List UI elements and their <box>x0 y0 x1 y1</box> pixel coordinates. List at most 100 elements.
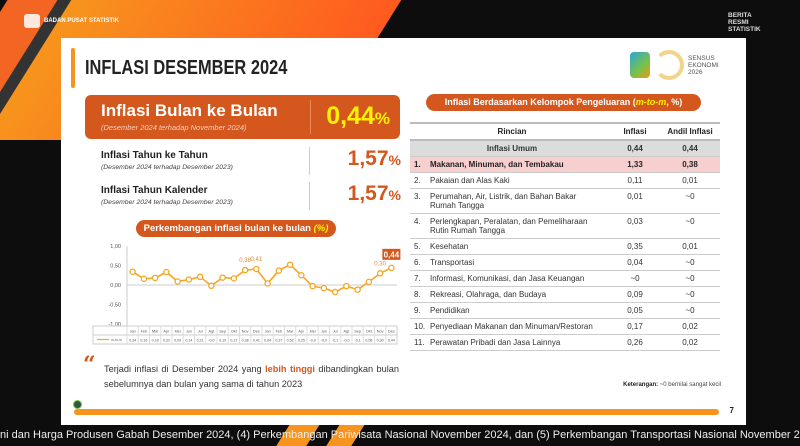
data-point <box>320 284 328 292</box>
x-tick-label: Mei <box>310 330 316 334</box>
x-tick-label: Sep <box>219 330 226 334</box>
data-point <box>298 272 305 279</box>
y-tick-label: -1,00 <box>108 322 121 328</box>
highlight-label-box <box>382 248 401 260</box>
data-table-value: 0,34 <box>129 339 136 343</box>
data-label: 0,38 <box>239 258 251 264</box>
data-point <box>376 270 384 277</box>
data-point <box>343 282 350 290</box>
slide-footer-bar <box>74 409 719 415</box>
org-name: BADAN PUSAT STATISTIK <box>44 18 119 24</box>
bps-logo: BADAN PUSAT STATISTIK <box>24 14 119 28</box>
data-table-value: -0,0 <box>343 339 349 343</box>
data-label: 0,41 <box>251 257 263 263</box>
data-table-value: 0,44 <box>388 339 395 343</box>
chart-title: Perkembangan inflasi bulan ke bulan (%) <box>136 220 336 237</box>
inflation-by-group-table: Rincian Inflasi Andil Inflasi Inflasi Umum… <box>410 122 720 351</box>
data-point <box>230 275 238 282</box>
page-number: 7 <box>729 406 734 415</box>
table-row: 8. Rekreasi, Olahraga, dan Budaya 0,09 ~0 <box>410 287 720 303</box>
mtm-value: 0,44% <box>326 102 390 130</box>
table-row: 7. Informasi, Komunikasi, dan Jasa Keuang… <box>410 271 720 287</box>
data-point <box>264 280 271 287</box>
x-tick-label: Des <box>388 330 395 334</box>
table-row: 9. Pendidikan 0,05 ~0 <box>410 303 720 319</box>
ytd-label: Inflasi Tahun Kalender <box>101 185 208 196</box>
data-table-value: -0,0 <box>310 339 316 343</box>
data-table-value: 0,30 <box>377 339 384 343</box>
data-point <box>388 264 395 272</box>
y-tick-label: -0,50 <box>108 303 121 309</box>
x-tick-label: Nov <box>377 330 384 334</box>
data-table-value: 0,09 <box>174 339 181 343</box>
data-table-value: 0,37 <box>275 339 282 343</box>
data-table-value: -0,0 <box>208 339 214 343</box>
legend-label: m-to-m <box>111 338 122 342</box>
sensus-label: SENSUS EKONOMI 2026 <box>688 54 719 76</box>
x-tick-label: Jun <box>186 330 192 334</box>
data-point <box>365 278 373 286</box>
table-title: Inflasi Berdasarkan Kelompok Pengeluaran… <box>426 94 701 111</box>
se2026-logo-icon <box>654 50 684 80</box>
y-tick-label: 0,00 <box>110 283 121 289</box>
table-row: 10. Penyediaan Makanan dan Minuman/Restor… <box>410 319 720 335</box>
table-note: Keterangan: ~0 bernilai sangat kecil <box>623 382 721 388</box>
title-accent <box>71 48 75 88</box>
data-point <box>354 286 361 293</box>
x-tick-label: Jun <box>321 330 327 334</box>
table-row: 11. Perawatan Pribadi dan Jasa Lainnya 0,2… <box>410 335 720 351</box>
yoy-value: 1,57% <box>347 147 401 170</box>
x-tick-label: Mei <box>175 330 181 334</box>
data-point <box>151 274 159 282</box>
table-row: 5. Kesehatan 0,35 0,01 <box>410 239 720 255</box>
x-tick-label: Des <box>253 330 260 334</box>
brs-label: BERITA RESMI STATISTIK <box>728 12 761 33</box>
x-tick-label: Nov <box>242 330 249 334</box>
x-tick-label: Jul <box>333 330 338 334</box>
data-point <box>331 288 339 296</box>
ytd-value: 1,57% <box>347 182 401 205</box>
y-tick-label: 1,00 <box>110 244 121 250</box>
table-row: 3. Perumahan, Air, Listrik, dan Bahan Bak… <box>410 189 720 214</box>
data-point <box>129 268 136 275</box>
data-table-value: 0,14 <box>185 339 192 343</box>
data-label: 0,44 <box>384 250 400 259</box>
data-table-value: -0,0 <box>321 339 327 343</box>
bps-color-logo-icon <box>630 52 650 78</box>
data-table-value: 0,18 <box>152 339 159 343</box>
mtm-label: Inflasi Bulan ke Bulan <box>101 101 278 120</box>
x-tick-label: Agt <box>209 330 216 334</box>
data-table-value: -0,1 <box>355 339 361 343</box>
x-tick-label: Feb <box>141 330 148 334</box>
data-point <box>208 282 215 290</box>
data-point <box>140 275 148 283</box>
x-tick-label: Jul <box>198 330 203 334</box>
data-point <box>174 278 181 285</box>
bps-logo-icon <box>24 14 40 28</box>
data-table-value: 0,41 <box>253 339 260 343</box>
yoy-label: Inflasi Tahun ke Tahun <box>101 150 208 161</box>
x-tick-label: Apr <box>163 330 170 334</box>
data-point <box>241 266 249 274</box>
data-point <box>309 282 316 290</box>
data-point <box>275 267 283 274</box>
x-tick-label: Jan <box>130 330 136 334</box>
x-tick-label: Agt <box>344 330 351 334</box>
data-point <box>163 268 170 276</box>
page-title: INFLASI DESEMBER 2024 <box>85 57 288 79</box>
y-tick-label: 0,50 <box>110 264 121 270</box>
news-ticker: ni dan Harga Produsen Gabah Desember 202… <box>0 429 800 441</box>
ytd-period: (Desember 2024 terhadap Desember 2023) <box>101 199 233 206</box>
data-point <box>219 274 226 281</box>
x-tick-label: Apr <box>298 330 305 334</box>
x-tick-label: Jan <box>265 330 271 334</box>
data-point <box>185 276 193 283</box>
table-row: 4. Perlengkapan, Peralatan, dan Pemelihar… <box>410 214 720 239</box>
data-label: 0,30 <box>374 261 386 267</box>
x-tick-label: Okt <box>231 330 238 334</box>
table-header: Rincian Inflasi Andil Inflasi <box>410 122 720 141</box>
data-table-value: 0,38 <box>242 339 249 343</box>
table-row-general: Inflasi Umum 0,44 0,44 <box>410 141 720 157</box>
table-row: 6. Transportasi 0,04 ~0 <box>410 255 720 271</box>
quote-icon: “ <box>83 352 96 378</box>
